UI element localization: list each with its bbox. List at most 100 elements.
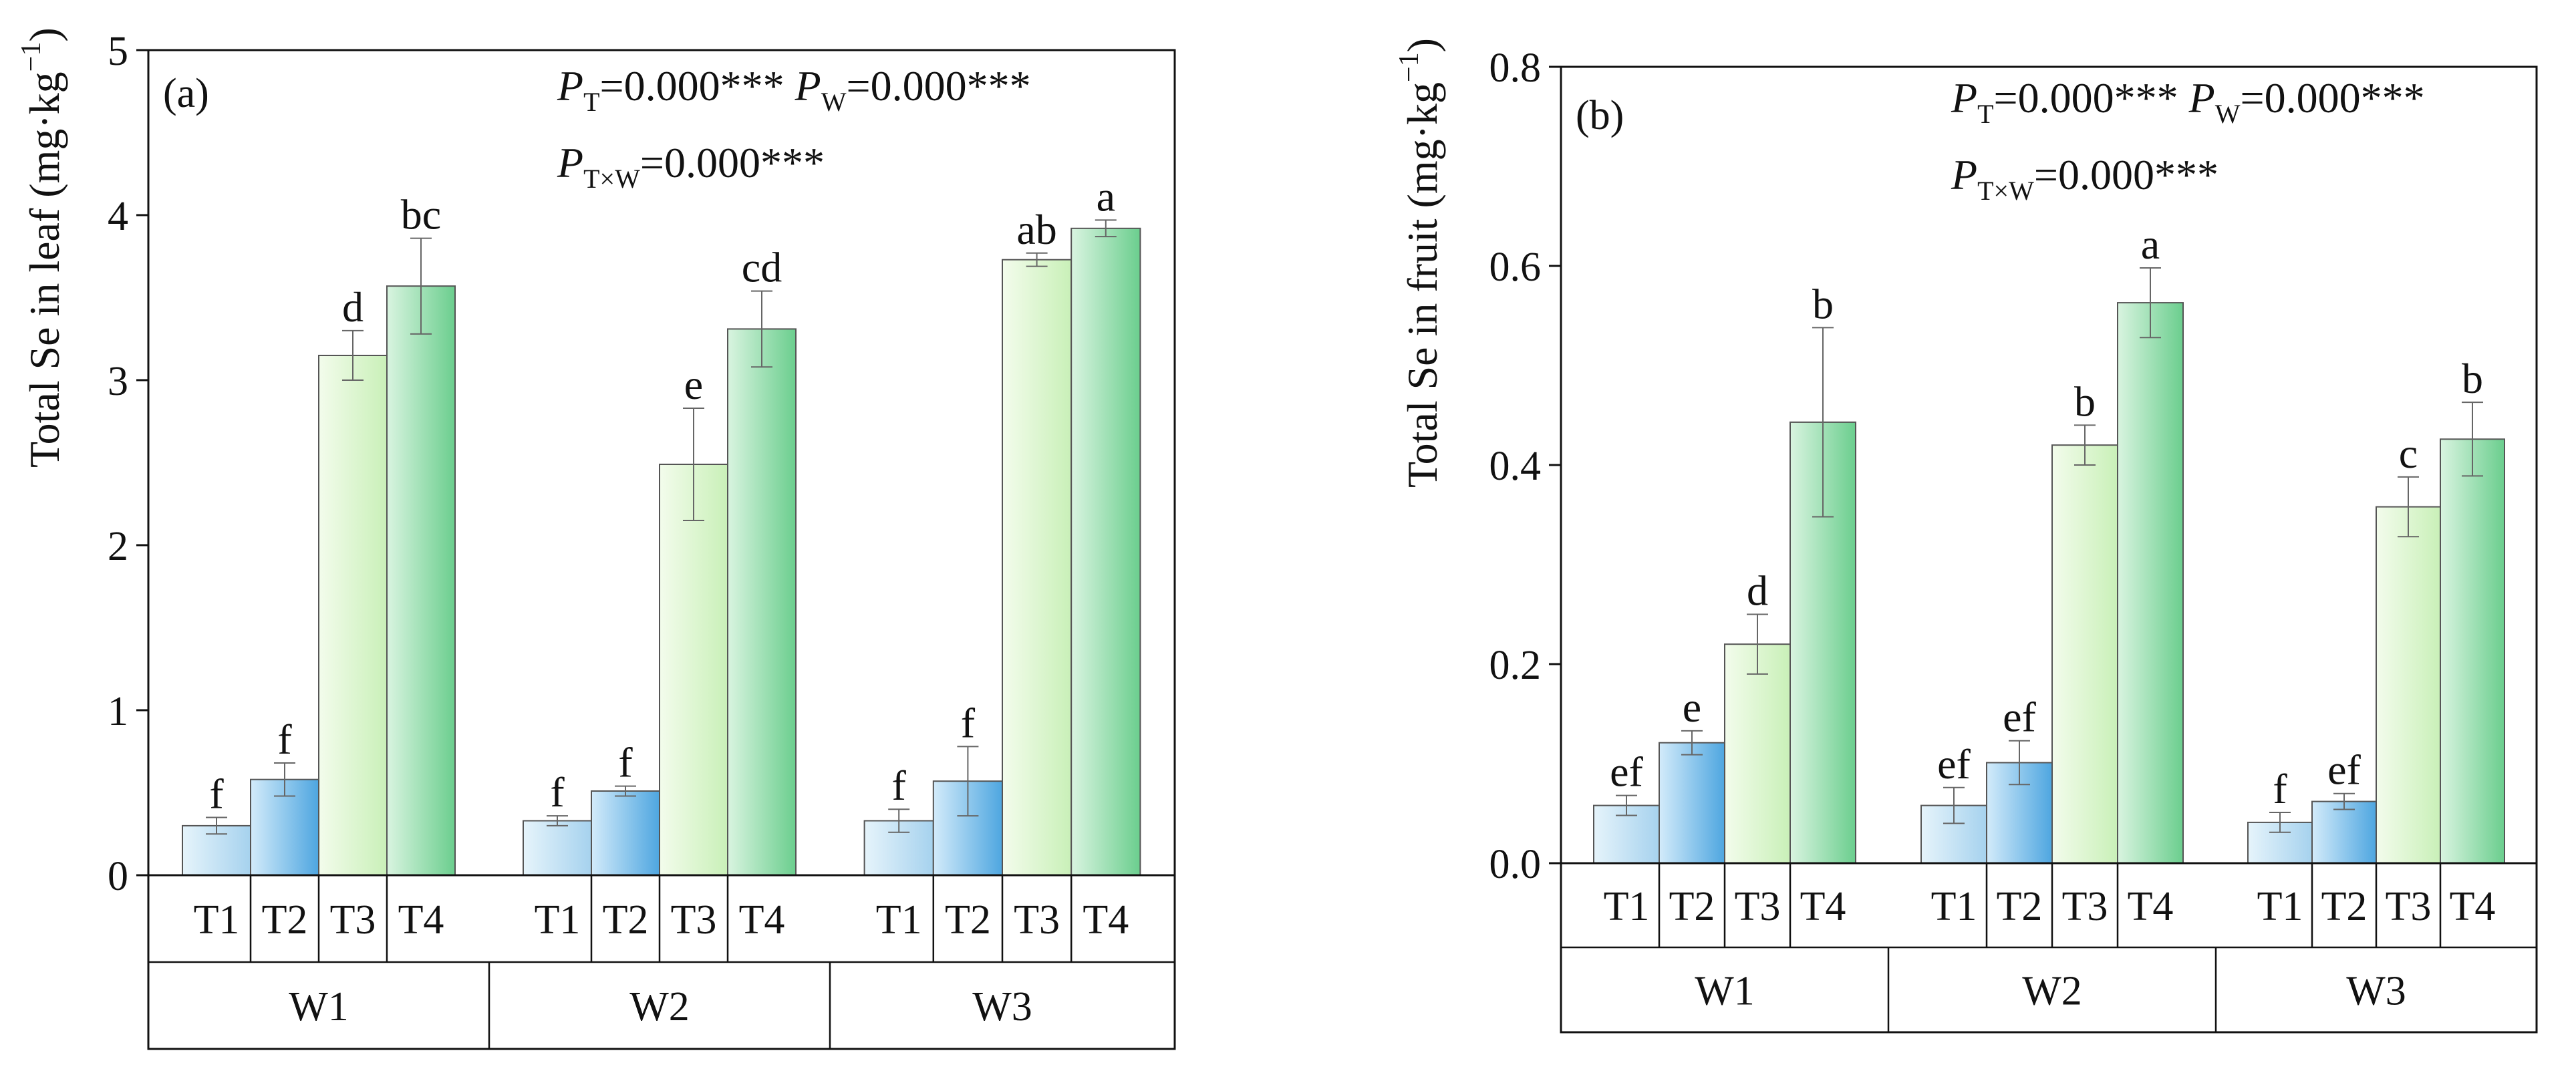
- x-cat-w2-t2: T2: [603, 897, 649, 943]
- y-tick-label: 0.8: [1489, 45, 1542, 91]
- y-ticks-a: 0 1 2 3 4 5: [108, 29, 148, 899]
- y-tick-label: 0.6: [1489, 245, 1542, 290]
- letter-w3-t4: b: [2462, 355, 2483, 402]
- error-bar-w3-t2: [957, 746, 979, 817]
- letter-w3-t1: f: [2273, 765, 2287, 812]
- x-cat-w2-t1: T1: [535, 897, 581, 943]
- stat-val: =0.000***: [846, 62, 1030, 110]
- stat-p: P: [1951, 74, 1977, 122]
- x-cat-w2-t1: T1: [1931, 884, 1977, 929]
- error-bar-w3-t4: [2462, 402, 2483, 477]
- bar-w2-t2: [591, 790, 660, 876]
- letter-w2-t1: f: [550, 768, 565, 816]
- frame-a: [147, 49, 1176, 1050]
- x-cat-w1-t3: T3: [1735, 884, 1781, 929]
- ylabel-sup-a: −1: [16, 42, 47, 72]
- letter-w1-t1: ef: [1610, 748, 1643, 796]
- letter-w1-t3: d: [342, 283, 364, 331]
- letter-w2-t3: e: [684, 361, 703, 408]
- letter-w1-t3: d: [1747, 567, 1768, 615]
- error-bar-w1-t2: [274, 762, 295, 797]
- error-bar-w1-t1: [206, 816, 227, 835]
- ylabel-sup-b: −1: [1394, 52, 1425, 82]
- x-group-w2: W2: [629, 984, 690, 1030]
- x-cat-w3-t1: T1: [876, 897, 922, 943]
- stat-sub: T×W: [1977, 176, 2034, 206]
- y-tick-label: 0: [108, 854, 128, 899]
- stat-val: =0.000***: [1994, 74, 2178, 122]
- bar-w3-t3: [2376, 506, 2441, 864]
- stat-sub: T×W: [583, 164, 640, 194]
- error-bar-w2-t1: [547, 815, 568, 826]
- stat-sub: T: [583, 87, 599, 117]
- y-ticks-b: 0.0 0.2 0.4 0.6 0.8: [1489, 45, 1561, 887]
- letter-w3-t4: a: [1097, 172, 1115, 220]
- error-bar-w2-t3: [2074, 424, 2096, 466]
- x-cat-w1-t4: T4: [398, 897, 444, 943]
- x-cat-w3-t3: T3: [1014, 897, 1060, 943]
- error-bar-w2-t1: [1943, 786, 1965, 824]
- ylabel-close-b: ): [1399, 38, 1446, 52]
- stats-line1-a: PT=0.000*** PW=0.000***: [557, 62, 1031, 117]
- x-cat-w3-t4: T4: [2450, 884, 2496, 929]
- letter-w3-t3: ab: [1016, 206, 1056, 253]
- stat-p: P: [557, 139, 583, 186]
- stats-line1-b: PT=0.000*** PW=0.000***: [1951, 74, 2425, 129]
- x-cat-w1-t1: T1: [194, 897, 240, 943]
- x-group-w1: W1: [289, 984, 349, 1030]
- error-bar-w3-t2: [2333, 792, 2355, 810]
- error-bar-w3-t1: [2269, 812, 2291, 833]
- panel-label-b: (b): [1576, 93, 1624, 138]
- error-bar-w2-t4: [751, 290, 772, 368]
- error-bar-w3-t3: [1026, 252, 1048, 267]
- bar-w1-t3: [1724, 643, 1791, 864]
- x-group-w3: W3: [2346, 969, 2406, 1014]
- y-tick-label: 4: [108, 194, 128, 239]
- error-bar-w2-t3: [683, 407, 704, 521]
- stat-p: P: [557, 62, 583, 110]
- error-bars-a: [206, 219, 1117, 835]
- letters-a: f f dbc f f e cd f f aba: [209, 172, 1115, 817]
- letter-w2-t4: cd: [742, 244, 782, 291]
- x-cat-w2-t4: T4: [2128, 884, 2174, 929]
- letter-w1-t4: b: [1812, 280, 1834, 327]
- error-bar-w2-t2: [2009, 740, 2030, 786]
- ylabel-main-b: Total Se in fruit (mg·kg: [1399, 82, 1446, 488]
- letter-w2-t2: ef: [2003, 693, 2036, 741]
- letter-w1-t2: e: [1683, 683, 1701, 731]
- x-cat-w3-t4: T4: [1083, 897, 1129, 943]
- x-categories-a: T1 T2 T3 T4 W1 T1 T2 T3 T4 W2 T1 T2 T3 T4 W3: [194, 897, 1129, 1030]
- x-cat-w3-t1: T1: [2257, 884, 2303, 929]
- y-tick-label: 0.0: [1489, 842, 1542, 887]
- x-cat-w3-t3: T3: [2386, 884, 2432, 929]
- x-cat-w2-t2: T2: [1997, 884, 2043, 929]
- bars-a: [182, 227, 1141, 877]
- bar-w2-t3: [2051, 444, 2118, 864]
- letter-w1-t2: f: [277, 716, 292, 763]
- letter-w3-t3: c: [2399, 430, 2418, 477]
- y-tick-label: 0.2: [1489, 643, 1542, 688]
- error-bar-w1-t4: [1812, 327, 1834, 518]
- x-cat-w3-t2: T2: [2321, 884, 2368, 929]
- bar-w2-t3: [659, 464, 728, 876]
- x-group-w2: W2: [2022, 969, 2082, 1014]
- x-cat-w1-t4: T4: [1800, 884, 1846, 929]
- error-bar-w3-t4: [1095, 219, 1117, 238]
- letter-w3-t2: ef: [2327, 746, 2361, 794]
- x-cat-w1-t2: T2: [262, 897, 308, 943]
- x-cat-w2-t3: T3: [2062, 884, 2108, 929]
- bar-w2-t4: [727, 328, 797, 876]
- y-tick-label: 5: [108, 29, 128, 74]
- frame-b: [1560, 65, 2538, 1034]
- error-bar-w1-t4: [410, 237, 432, 335]
- stat-p: P: [2178, 74, 2215, 122]
- error-bar-w1-t2: [1681, 730, 1703, 756]
- x-cat-w2-t4: T4: [739, 897, 785, 943]
- letter-w1-t4: bc: [401, 191, 441, 239]
- y-tick-label: 2: [108, 524, 128, 569]
- bar-w3-t3: [1002, 259, 1072, 876]
